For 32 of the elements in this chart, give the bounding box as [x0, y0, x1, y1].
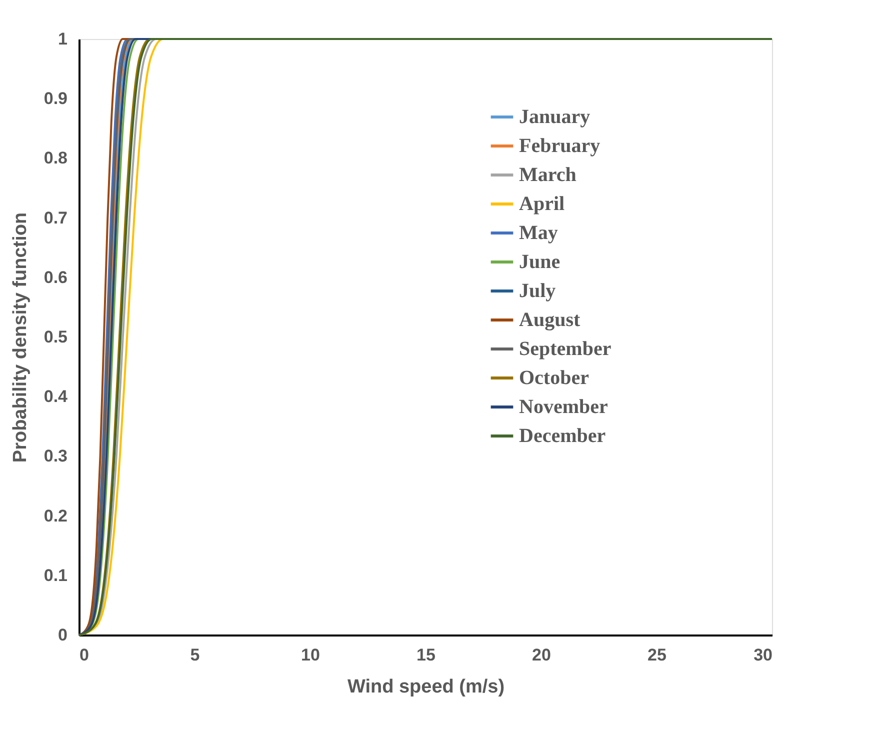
y-tick-label: 0.5 [44, 328, 68, 346]
x-tick-label: 30 [754, 646, 772, 664]
y-tick-label: 0.6 [44, 268, 68, 287]
legend-label: October [519, 367, 590, 389]
legend-label: April [519, 193, 565, 215]
legend-label: May [519, 222, 558, 244]
x-tick-label: 5 [190, 646, 200, 664]
x-tick-label: 25 [648, 646, 666, 664]
y-tick-label: 0.3 [44, 446, 68, 466]
legend-label: July [519, 280, 556, 302]
y-tick-label: 0 [58, 626, 68, 644]
legend-label: December [519, 425, 606, 447]
y-tick-label: 0.7 [44, 208, 68, 228]
x-tick-label: 0 [80, 646, 89, 664]
x-axis-title: Wind speed (m/s) [347, 676, 505, 698]
legend-label: September [519, 338, 612, 360]
y-axis-title: Probability density function [10, 212, 31, 463]
x-tick-label: 15 [416, 646, 436, 664]
y-tick-label: 0.9 [44, 89, 68, 108]
y-tick-label: 0.2 [44, 506, 68, 526]
legend-label: August [519, 309, 580, 331]
x-tick-label: 10 [301, 646, 320, 664]
legend-label: November [519, 396, 608, 418]
y-tick-label: 0.8 [44, 148, 68, 168]
y-tick-label: 1 [58, 30, 68, 48]
legend-label: January [519, 106, 590, 128]
legend-label: March [519, 164, 576, 186]
legend-label: February [519, 135, 600, 157]
x-tick-label: 20 [532, 646, 551, 664]
legend-label: June [519, 251, 560, 273]
y-tick-label: 0.1 [44, 566, 68, 585]
y-tick-label: 0.4 [44, 387, 68, 406]
